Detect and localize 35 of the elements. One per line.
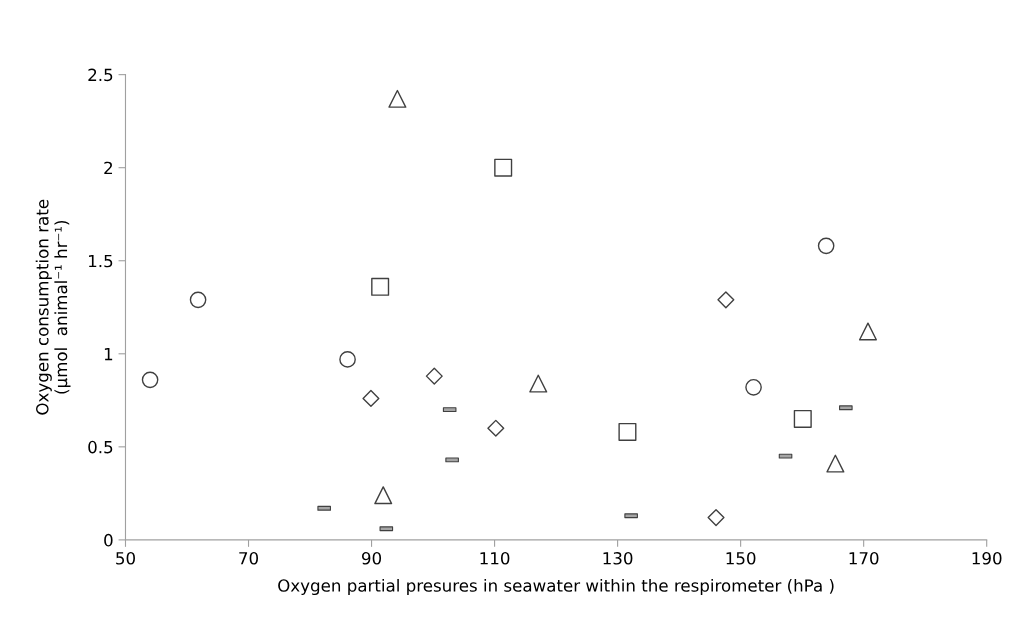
x-tick-label: 130	[603, 552, 633, 565]
y-tick-label: 1.5	[89, 254, 113, 268]
x-axis-title: Oxygen partial presures in seawater within the respirometer (hPa )	[278, 578, 834, 596]
point	[494, 158, 513, 177]
y-tick-label: 1	[104, 347, 113, 361]
point	[141, 371, 159, 389]
y-tick-label: 2.5	[88, 68, 113, 82]
point	[826, 454, 845, 473]
x-tick-label: 170	[849, 552, 879, 565]
point	[858, 322, 878, 341]
point	[374, 486, 393, 505]
point	[487, 419, 505, 437]
point	[189, 291, 207, 309]
point	[717, 291, 735, 309]
point	[745, 378, 762, 396]
y-tick-label: 0	[104, 533, 113, 547]
y-tick-label: 2	[104, 161, 113, 175]
y-axis-title: Oxygen consumption rate (µmol animal⁻¹ hr⁻¹)	[35, 199, 71, 415]
point	[529, 374, 548, 393]
point	[618, 422, 637, 441]
x-tick-label: 110	[480, 552, 510, 565]
y-tick-label: 0.5	[88, 440, 113, 454]
point	[388, 89, 407, 108]
x-tick-label: 190	[972, 552, 1002, 565]
point	[339, 351, 356, 368]
x-tick-label: 50	[116, 552, 135, 565]
point	[793, 409, 812, 428]
x-tick-label: 150	[726, 552, 756, 565]
x-tick-label: 90	[361, 552, 382, 565]
point	[371, 277, 390, 296]
point	[707, 509, 725, 527]
x-tick-label: 70	[239, 552, 259, 565]
point	[425, 367, 443, 385]
point	[362, 389, 380, 408]
point	[817, 237, 835, 255]
